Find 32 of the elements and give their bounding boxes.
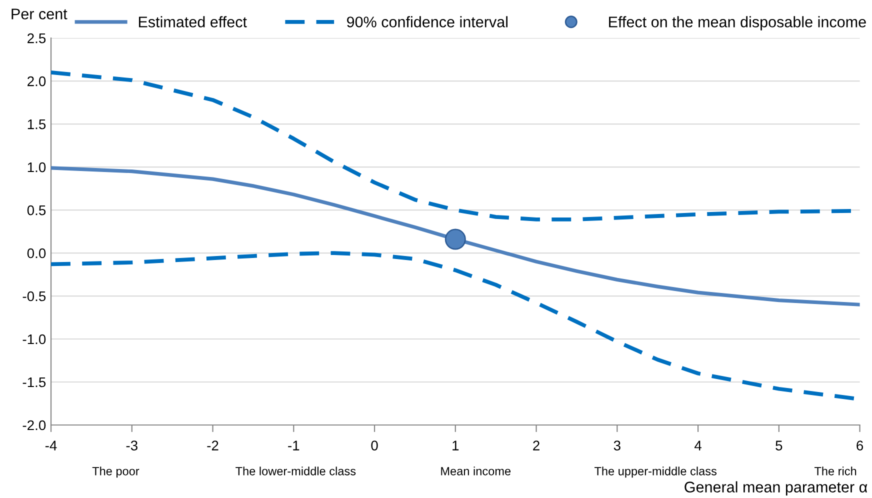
y-tick-label: 1.5 [28,120,46,130]
text: The lower-middle class [236,466,356,476]
legend-label: Effect on the mean disposable income [609,16,866,30]
text: The rich [814,466,856,476]
legend-label: 90% confidence interval [347,16,508,28]
y-tick-label: -2.0 [22,420,46,430]
x-tick-label: -2 [207,440,218,450]
text: Mean income [441,466,511,476]
x-tick-label: -4 [45,440,57,450]
y-tick-label: 2.5 [28,33,46,44]
legend-label: Estimated effect [138,16,247,28]
x-tick-label: 5 [776,440,782,450]
x-tick-label: -3 [126,440,138,450]
x-tick-label: 6 [856,440,864,450]
x-tick-label: 1 [452,440,459,450]
y-tick-label: 0.0 [27,248,46,258]
y-tick-label: 2.0 [28,76,46,86]
y-tick-label: -0.5 [22,291,46,302]
text: The upper-middle class [594,466,717,478]
y-tick-label: -1.0 [22,334,46,344]
x-tick-label: -1 [288,440,300,450]
text: The poor [92,466,140,478]
x-tick-label: 2 [533,440,540,450]
y-tick-label: 0.5 [27,205,46,216]
y-axis-title: Per cent [12,8,68,20]
y-tick-label: -1.5 [22,377,46,388]
y-tick-label: 1.0 [28,162,46,172]
x-tick-label: 4 [694,440,702,450]
x-axis-title: General mean parameter α [684,481,868,496]
line-series [51,166,860,306]
x-tick-label: 0 [371,440,378,450]
x-tick-label: 3 [614,440,620,450]
